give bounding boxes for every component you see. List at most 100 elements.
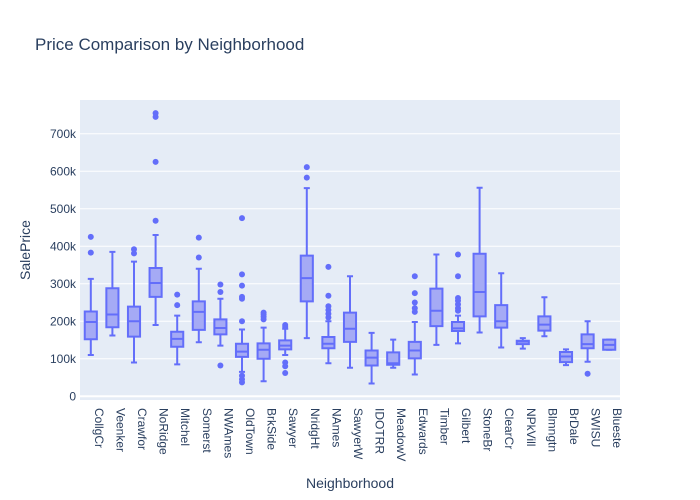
outlier-point [152,158,159,165]
x-tick-label: NoRidge [157,408,171,455]
outlier-point [455,295,461,301]
x-tick-label: NAmes [329,408,343,447]
outlier-point [455,273,461,280]
box-brkside [256,309,271,383]
outlier-point [303,164,310,171]
box-timber [429,253,444,346]
box-idotrr [364,331,379,385]
y-axis-title: SalePrice [17,220,33,280]
box-oldtown [234,215,250,386]
box-mitchel [170,291,185,366]
outlier-point [282,363,289,370]
y-tick-label: 300k [50,277,77,291]
box-swisu [580,320,595,377]
box-stonebr [472,186,487,334]
x-tick-label: NridgHt [308,408,322,449]
y-tick-label: 700k [50,127,77,141]
x-tick-label: BrDale [567,408,581,445]
iqr-box [191,300,206,331]
box-noridge [148,110,163,326]
x-tick-label: BrkSide [265,408,279,450]
outlier-point [239,215,245,222]
outlier-point [411,290,418,297]
outlier-point [174,302,181,309]
box-names [321,263,336,365]
iqr-box [494,304,509,329]
x-axis-title: Neighborhood [306,475,394,491]
outlier-point [195,254,202,261]
box-blueste [602,338,617,351]
iqr-box [83,310,98,341]
x-tick-label: StoneBr [481,408,495,451]
x-tick-label: IDOTRR [373,408,387,454]
outlier-point [239,379,245,386]
iqr-box [105,287,120,329]
x-tick-label: Blmngtn [545,408,559,452]
outlier-point [131,250,137,257]
box-clearcr [494,272,509,349]
grid-lines [80,133,620,398]
outlier-point [239,293,245,300]
iqr-box [537,315,552,332]
outlier-point [217,362,224,369]
outlier-point [174,291,181,298]
outlier-point [195,234,202,241]
iqr-box [580,333,595,350]
box-npkvill [515,337,530,350]
outlier-point [325,263,332,270]
outlier-point [584,370,591,377]
x-tick-label: Somerst [200,408,214,453]
iqr-box [234,342,250,358]
outlier-point [217,281,224,288]
box-somerst [191,234,206,344]
outlier-point [217,289,224,295]
x-tick-label: Mitchel [178,408,192,446]
box-sawyer [278,322,293,376]
x-tick-label: Blueste [610,408,624,448]
iqr-box [256,342,271,360]
iqr-box [472,252,487,318]
y-tick-label: 100k [50,352,77,366]
x-axis-ticks: CollgCr Veenker Crawfor NoRidge Mitchel Somer… [92,408,624,461]
outlier-point [87,249,94,256]
box-veenker [105,250,120,337]
outlier-point [411,299,418,306]
chart-title: Price Comparison by Neighborhood [35,35,304,54]
box-brdale [558,348,574,367]
outlier-point [260,309,267,316]
box-nridght [299,164,314,340]
x-tick-label: Timber [437,408,451,445]
box-meadowv [386,338,401,369]
y-axis-ticks: 0 100k 200k 300k 400k 500k 600k 700k [50,127,77,404]
x-tick-label: SawyerW [351,408,365,460]
iqr-box [213,318,228,336]
y-tick-label: 500k [50,202,77,216]
iqr-box [450,321,466,332]
y-tick-label: 200k [50,314,77,328]
box-edwards [407,273,422,376]
box-sawyerw [342,275,358,369]
box-nwames [213,281,228,369]
x-tick-label: CollgCr [92,408,106,448]
iqr-box [429,287,444,328]
y-tick-label: 600k [50,164,77,178]
outlier-point [152,217,159,224]
y-tick-label: 0 [69,389,76,403]
outlier-point [325,303,332,310]
x-tick-label: ClearCr [502,408,516,449]
x-tick-label: OldTown [243,408,257,455]
outlier-point [411,273,418,280]
iqr-box [386,351,401,366]
iqr-box [321,336,336,350]
outlier-point [325,292,332,299]
iqr-box [342,311,358,343]
x-tick-label: NWAmes [221,408,235,458]
outlier-point [455,251,461,258]
outlier-point [303,174,310,181]
x-tick-label: Veenker [113,408,127,452]
x-tick-label: Crawfor [135,408,149,450]
outlier-point [411,305,418,312]
box-collgcr [83,233,98,356]
outlier-point [152,110,159,117]
